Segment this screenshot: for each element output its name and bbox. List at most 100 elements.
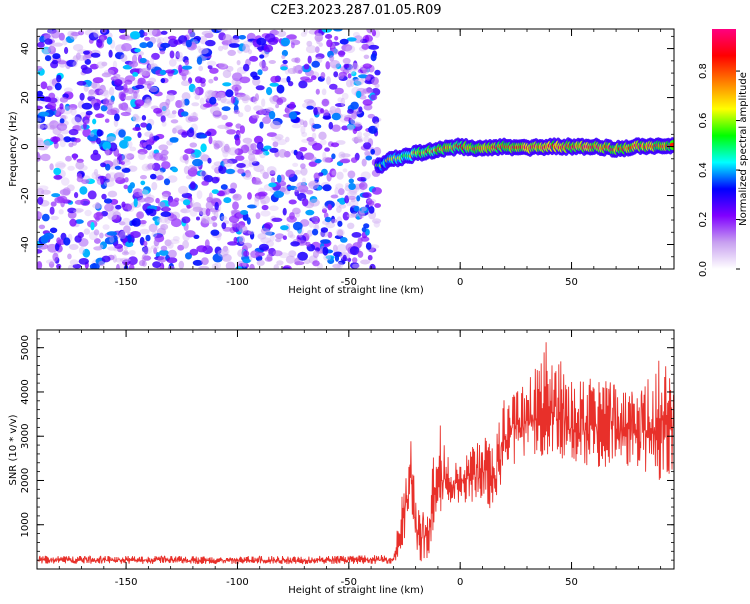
noise-cell [82, 55, 88, 61]
noise-cell [233, 236, 238, 244]
noise-cell [37, 65, 43, 72]
noise-cell [311, 60, 321, 68]
noise-cell [107, 211, 117, 221]
noise-cell [188, 83, 196, 93]
noise-cell [324, 147, 330, 152]
noise-cell [98, 244, 104, 249]
noise-cell [199, 134, 208, 139]
noise-cell [312, 228, 319, 236]
noise-cell [121, 201, 126, 208]
noise-cell [122, 217, 131, 226]
noise-cell [232, 193, 242, 201]
noise-cell [49, 227, 58, 234]
noise-cell [342, 254, 347, 261]
noise-cell [372, 218, 382, 224]
noise-cell [351, 71, 357, 77]
noise-cell [124, 177, 129, 183]
noise-cell [167, 265, 175, 269]
noise-cell [59, 139, 66, 148]
noise-cell [348, 183, 356, 190]
colorbar-gradient [712, 29, 736, 269]
noise-cell [181, 92, 191, 101]
noise-cell [96, 39, 103, 48]
noise-cell [165, 69, 175, 74]
noise-cell [354, 78, 364, 86]
noise-cell [314, 158, 322, 164]
noise-cell [314, 46, 320, 53]
noise-cell [139, 228, 150, 235]
noise-cell [160, 211, 172, 217]
noise-cell [321, 98, 330, 107]
noise-cell [216, 234, 222, 241]
noise-cell [139, 42, 148, 49]
noise-cell [141, 254, 147, 263]
noise-cell [338, 260, 346, 265]
noise-cell [222, 44, 229, 50]
spectrogram-axes: -150 -100 -50 0 50 -40 -20 0 20 40 [20, 29, 674, 288]
noise-cell [345, 45, 356, 54]
noise-cell [252, 75, 261, 81]
noise-cell [83, 84, 89, 92]
noise-cell [216, 93, 222, 101]
noise-cell [363, 135, 370, 143]
noise-cell [331, 124, 341, 132]
noise-cell [180, 99, 186, 108]
noise-cell [294, 189, 300, 197]
noise-cell [325, 61, 331, 70]
snr-xtick-label: -100 [226, 577, 249, 588]
noise-cell [68, 142, 74, 148]
noise-cell [72, 44, 84, 51]
noise-cell [123, 136, 132, 142]
noise-cell [182, 240, 190, 249]
noise-cell [261, 204, 269, 211]
noise-cell [339, 159, 351, 164]
noise-cell [235, 155, 245, 161]
noise-cell [191, 102, 200, 107]
noise-cell [104, 203, 114, 212]
noise-cell [323, 109, 329, 118]
noise-cell [75, 219, 84, 224]
noise-cell [151, 135, 160, 141]
noise-cell [130, 92, 140, 100]
noise-cell [193, 234, 200, 239]
noise-cell [359, 181, 368, 190]
noise-cell [326, 39, 333, 48]
noise-cell [265, 112, 270, 118]
noise-cell [64, 46, 69, 55]
noise-cell [216, 29, 228, 32]
noise-cell [358, 210, 365, 219]
noise-cell [118, 229, 126, 239]
noise-cell [83, 50, 90, 55]
noise-cell [269, 147, 279, 153]
noise-cell [242, 137, 253, 144]
colorbar-tick-label: 0.4 [698, 162, 709, 178]
noise-cell [282, 207, 287, 216]
noise-cell [65, 155, 72, 162]
noise-cell [137, 131, 142, 138]
noise-cell [240, 94, 251, 101]
noise-cell [182, 154, 189, 161]
noise-cell [51, 29, 61, 39]
noise-cell [362, 88, 374, 94]
noise-cell [61, 177, 70, 186]
noise-cell [166, 113, 176, 119]
noise-cell [207, 65, 213, 70]
noise-cell [194, 94, 200, 100]
noise-cell [201, 170, 206, 177]
noise-cell [273, 264, 279, 269]
noise-cell [337, 229, 344, 237]
noise-cell [338, 203, 347, 209]
noise-cell [297, 251, 308, 261]
noise-cell [155, 197, 160, 204]
noise-cell [257, 191, 268, 197]
noise-cell [102, 224, 110, 230]
noise-cell [189, 248, 199, 256]
noise-cell [276, 174, 282, 183]
noise-cell [44, 55, 52, 62]
noise-cell [129, 146, 137, 152]
noise-cell [37, 117, 42, 123]
noise-cell [237, 168, 245, 174]
noise-cell [352, 257, 358, 263]
noise-cell [253, 114, 260, 119]
noise-cell [211, 207, 217, 215]
